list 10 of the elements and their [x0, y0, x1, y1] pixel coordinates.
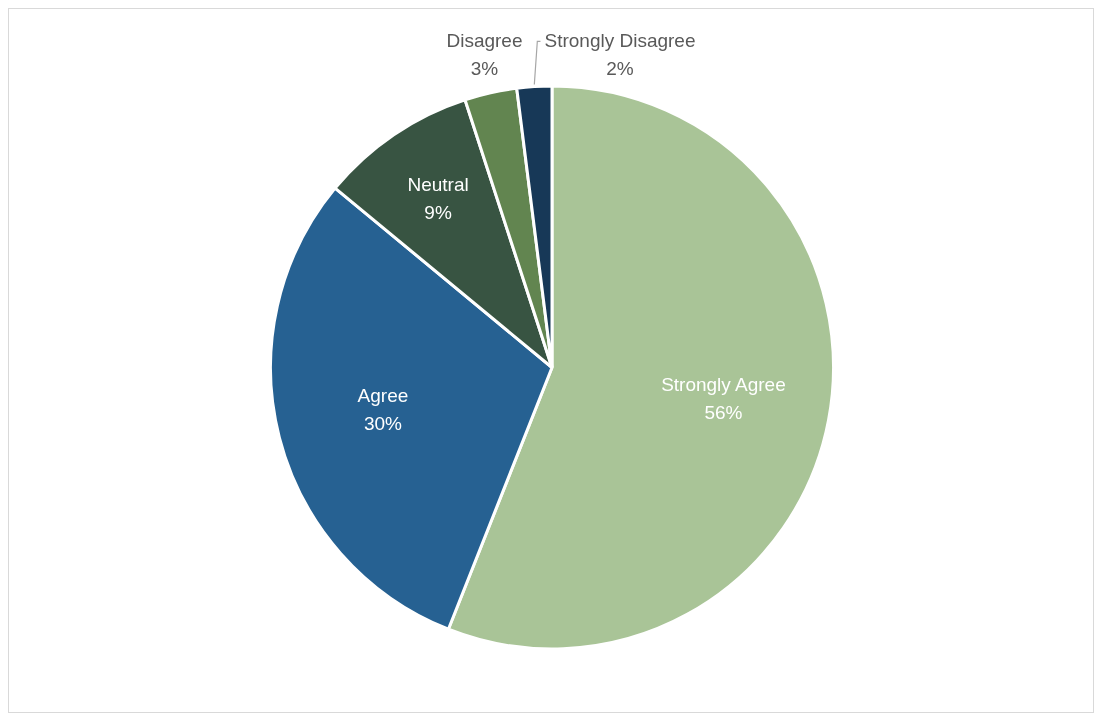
slice-label: Strongly Agree [661, 374, 786, 396]
data-label: 9% [424, 202, 452, 224]
slice-label: Disagree [446, 29, 523, 51]
data-label: 2% [606, 57, 634, 79]
data-label: 3% [470, 57, 499, 79]
slice-label: Strongly Disagree [544, 29, 696, 51]
slice-label: Agree [357, 385, 409, 407]
data-label: 30% [363, 413, 403, 435]
slice-label: Neutral [407, 174, 469, 196]
data-label: 56% [704, 402, 743, 424]
